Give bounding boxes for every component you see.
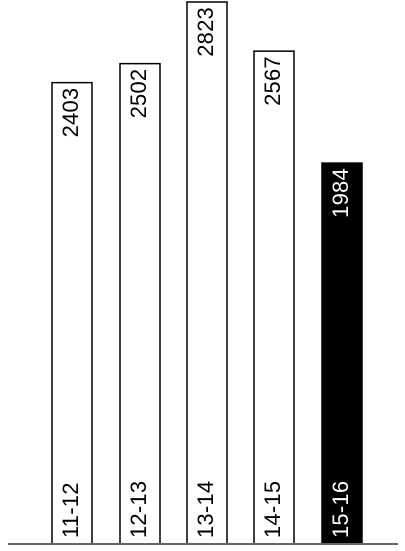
category-label: 15-16 [328,481,353,538]
bar-12-13 [119,62,161,545]
bar-14-15 [253,50,295,545]
bar-group-14-15: 14-15 2567 [253,50,295,545]
bar-15-16 [321,162,363,545]
bar-11-12 [51,81,93,545]
value-label: 2403 [58,88,83,138]
value-label: 2823 [193,7,218,57]
category-label: 11-12 [58,482,83,538]
category-label: 14-15 [260,481,285,538]
category-label: 13-14 [193,481,218,538]
bar-13-14 [186,1,228,545]
bar-group-13-14: 13-14 2823 [186,1,228,545]
bar-group-11-12: 11-12 2403 [51,81,93,545]
bar-group-15-16: 15-16 1984 [321,162,363,545]
bar-group-12-13: 12-13 2502 [119,62,161,545]
bars-layer: 11-12 2403 12-13 2502 13-14 2823 14-15 2567 15-1… [51,1,363,545]
category-label: 12-13 [126,481,151,538]
value-label: 2502 [126,69,151,119]
value-label: 2567 [260,56,285,106]
value-label: 1984 [328,168,353,218]
